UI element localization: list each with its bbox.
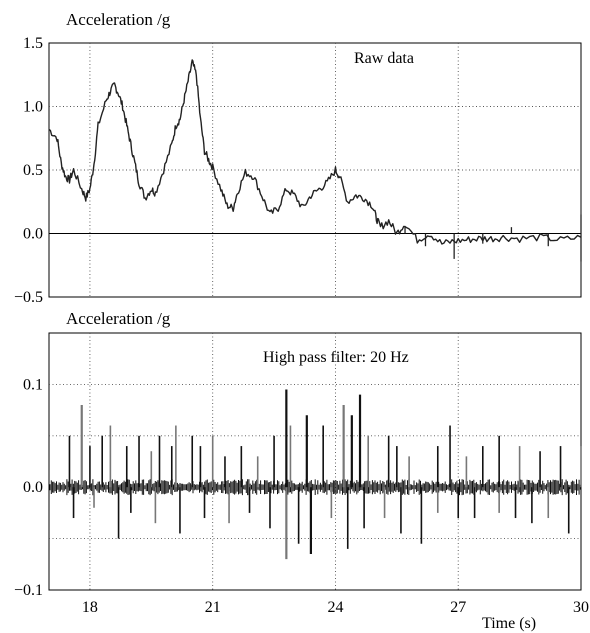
top-y-tick-label: 1.5 — [23, 35, 43, 52]
top-y-tick-label: 0.5 — [23, 162, 43, 179]
x-tick-label: 27 — [450, 599, 466, 616]
top-y-tick-label: −0.5 — [14, 289, 43, 306]
top-y-tick-label: 1.0 — [23, 99, 43, 116]
bottom-y-tick-label: 0.1 — [23, 376, 43, 393]
top-annotation: Raw data — [354, 50, 414, 67]
x-tick-label: 30 — [573, 599, 589, 616]
bottom-plot-frame — [48, 332, 582, 591]
filtered-noise-band — [49, 479, 581, 496]
bottom-y-axis-label: Acceleration /g — [66, 309, 171, 328]
chart-marks: 1.5 1.0 0.5 0.0 −0.5 0.1 0.0 −0.1 18 21 24 27 30 — [14, 35, 589, 616]
x-tick-label: 18 — [82, 599, 98, 616]
top-y-axis-label: Acceleration /g — [66, 10, 171, 29]
bottom-y-tick-label: 0.0 — [23, 479, 43, 496]
top-y-tick-label: 0.0 — [23, 226, 43, 243]
bottom-y-tick-label: −0.1 — [14, 582, 43, 599]
raw-data-line — [48, 59, 582, 245]
x-tick-label: 21 — [205, 599, 221, 616]
x-tick-label: 24 — [327, 599, 343, 616]
x-axis-label: Time (s) — [482, 615, 536, 632]
